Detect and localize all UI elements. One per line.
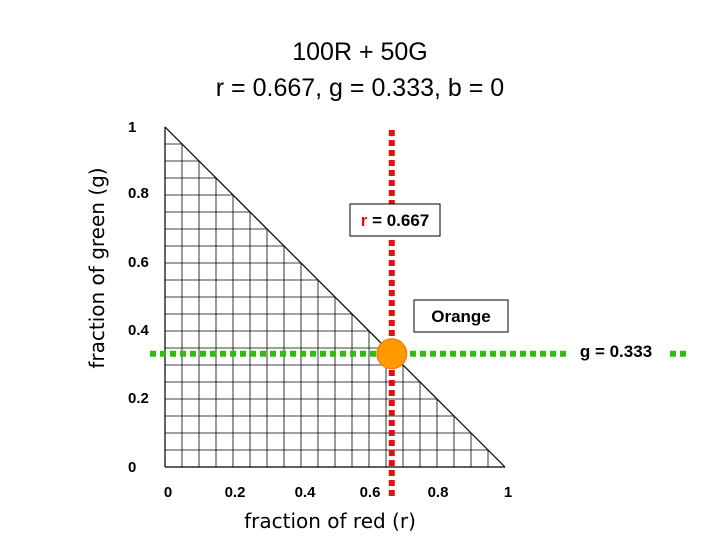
orange-label-box: Orange: [413, 299, 509, 333]
g-value-label: g = 0.333: [580, 342, 652, 361]
orange-point: [376, 338, 408, 370]
r-value-prefix: r: [361, 211, 368, 230]
g-value-box: g = 0.333: [566, 338, 666, 364]
y-axis-label: fraction of green (g): [85, 167, 109, 368]
chart-subtitle: r = 0.667, g = 0.333, b = 0: [215, 74, 505, 102]
x-tick-label: 1: [504, 484, 512, 501]
y-tick-label: 1: [128, 119, 136, 136]
x-tick-label: 0: [164, 484, 172, 501]
svg-text:r = 0.667: r = 0.667: [361, 211, 430, 230]
hypotenuse-line: [164, 126, 506, 468]
y-tick-label: 0.4: [128, 322, 150, 339]
chart-title: 100R + 50G: [292, 38, 428, 66]
x-tick-label: 0.4: [295, 484, 317, 501]
x-tick-label: 0.8: [428, 484, 449, 501]
tick-labels: 0 0.2 0.4 0.6 0.8 1 0 0.2 0.4 0.6 0.8 1: [128, 119, 512, 501]
x-tick-label: 0.2: [225, 484, 246, 501]
triangle-grid: [164, 127, 505, 468]
orange-label: Orange: [431, 307, 491, 326]
y-tick-label: 0.8: [128, 185, 149, 202]
axes: [164, 126, 506, 468]
x-tick-label: 0.6: [360, 484, 381, 501]
r-value-suffix: = 0.667: [367, 211, 429, 230]
y-tick-label: 0.6: [128, 254, 149, 271]
y-tick-label: 0: [128, 459, 136, 476]
y-tick-label: 0.2: [128, 390, 149, 407]
x-axis-label: fraction of red (r): [244, 509, 416, 533]
r-value-box: r = 0.667: [349, 203, 441, 237]
